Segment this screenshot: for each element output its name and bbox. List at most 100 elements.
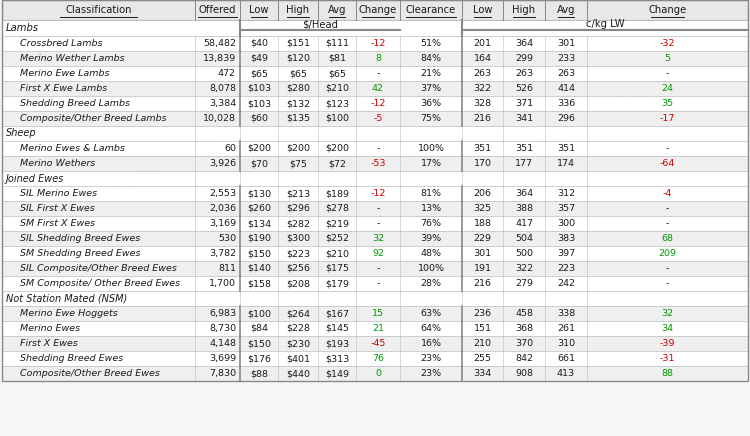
Text: 151: 151 xyxy=(473,324,491,333)
Bar xyxy=(2,306,748,321)
Text: 92: 92 xyxy=(372,249,384,258)
Text: Avg: Avg xyxy=(328,5,346,15)
Text: 351: 351 xyxy=(473,144,491,153)
Text: Change: Change xyxy=(648,5,687,15)
Text: SIL Merino Ewes: SIL Merino Ewes xyxy=(20,189,98,198)
Text: $228: $228 xyxy=(286,324,310,333)
Text: 164: 164 xyxy=(473,54,491,63)
Text: -53: -53 xyxy=(370,159,386,168)
Text: 300: 300 xyxy=(557,219,575,228)
Text: AuctionsPlus: AuctionsPlus xyxy=(104,109,256,203)
Text: 64%: 64% xyxy=(421,324,442,333)
Text: 23%: 23% xyxy=(421,369,442,378)
Text: $210: $210 xyxy=(325,84,349,93)
Text: 8,730: 8,730 xyxy=(209,324,236,333)
Text: -4: -4 xyxy=(663,189,672,198)
Text: 223: 223 xyxy=(557,264,575,273)
Text: $134: $134 xyxy=(247,219,271,228)
Text: $210: $210 xyxy=(325,249,349,258)
Text: $103: $103 xyxy=(247,99,271,108)
Text: 206: 206 xyxy=(473,189,491,198)
Text: 4,148: 4,148 xyxy=(209,339,236,348)
Text: $111: $111 xyxy=(325,39,349,48)
Text: -: - xyxy=(376,69,380,78)
Text: 3,169: 3,169 xyxy=(209,219,236,228)
Text: 216: 216 xyxy=(473,279,491,288)
Text: 17%: 17% xyxy=(421,159,442,168)
Text: $65: $65 xyxy=(250,69,268,78)
Text: $167: $167 xyxy=(325,309,349,318)
Text: Merino Wethers: Merino Wethers xyxy=(20,159,95,168)
Text: 364: 364 xyxy=(515,39,533,48)
Bar xyxy=(2,66,748,81)
Bar xyxy=(2,96,748,111)
Text: $49: $49 xyxy=(250,54,268,63)
Text: $65: $65 xyxy=(289,69,307,78)
Text: $60: $60 xyxy=(250,114,268,123)
Text: $176: $176 xyxy=(247,354,271,363)
Text: SM Shedding Breed Ewes: SM Shedding Breed Ewes xyxy=(20,249,140,258)
Bar xyxy=(2,291,748,306)
Text: Crossbred Lambs: Crossbred Lambs xyxy=(20,39,103,48)
Text: $130: $130 xyxy=(247,189,271,198)
Text: $103: $103 xyxy=(247,84,271,93)
Bar xyxy=(2,276,748,291)
Text: 24: 24 xyxy=(662,84,674,93)
Text: $252: $252 xyxy=(325,234,349,243)
Text: -: - xyxy=(376,219,380,228)
Text: 296: 296 xyxy=(557,114,575,123)
Text: 7,830: 7,830 xyxy=(209,369,236,378)
Text: $/Head: $/Head xyxy=(302,20,338,30)
Text: 34: 34 xyxy=(662,324,674,333)
Text: $401: $401 xyxy=(286,354,310,363)
Text: 21%: 21% xyxy=(421,69,442,78)
Text: 81%: 81% xyxy=(421,189,442,198)
Text: -: - xyxy=(666,264,669,273)
Text: 338: 338 xyxy=(556,309,575,318)
Text: $135: $135 xyxy=(286,114,310,123)
Text: -: - xyxy=(666,144,669,153)
Bar xyxy=(2,186,748,201)
Text: $88: $88 xyxy=(250,369,268,378)
Text: 37%: 37% xyxy=(421,84,442,93)
Text: -5: -5 xyxy=(374,114,382,123)
Text: 263: 263 xyxy=(473,69,491,78)
Text: -17: -17 xyxy=(660,114,675,123)
Text: Offered: Offered xyxy=(199,5,236,15)
Bar xyxy=(2,321,748,336)
Text: -: - xyxy=(666,69,669,78)
Bar xyxy=(2,20,748,36)
Text: -: - xyxy=(376,144,380,153)
Text: 357: 357 xyxy=(557,204,575,213)
Text: $158: $158 xyxy=(247,279,271,288)
Text: SIL Composite/Other Breed Ewes: SIL Composite/Other Breed Ewes xyxy=(20,264,177,273)
Text: AuctionsPlus: AuctionsPlus xyxy=(484,289,636,383)
Text: 51%: 51% xyxy=(421,39,442,48)
Text: -45: -45 xyxy=(370,339,386,348)
Text: 39%: 39% xyxy=(421,234,442,243)
Bar xyxy=(2,81,748,96)
Text: 263: 263 xyxy=(557,69,575,78)
Text: $150: $150 xyxy=(247,249,271,258)
Text: Avg: Avg xyxy=(556,5,575,15)
Text: 100%: 100% xyxy=(418,144,445,153)
Text: 10,028: 10,028 xyxy=(203,114,236,123)
Text: $440: $440 xyxy=(286,369,310,378)
Text: AuctionsPlus: AuctionsPlus xyxy=(504,79,656,173)
Text: -: - xyxy=(376,264,380,273)
Text: SIL First X Ewes: SIL First X Ewes xyxy=(20,204,94,213)
Text: 60: 60 xyxy=(224,144,236,153)
Bar xyxy=(2,231,748,246)
Text: -31: -31 xyxy=(660,354,675,363)
Bar xyxy=(2,51,748,66)
Text: 35: 35 xyxy=(662,99,674,108)
Text: AuctionsPlus: AuctionsPlus xyxy=(224,269,376,363)
Text: 8,078: 8,078 xyxy=(209,84,236,93)
Text: 36%: 36% xyxy=(421,99,442,108)
Text: $280: $280 xyxy=(286,84,310,93)
Text: Lambs: Lambs xyxy=(6,23,39,33)
Text: -32: -32 xyxy=(660,39,675,48)
Text: -64: -64 xyxy=(660,159,675,168)
Text: -: - xyxy=(666,279,669,288)
Text: $208: $208 xyxy=(286,279,310,288)
